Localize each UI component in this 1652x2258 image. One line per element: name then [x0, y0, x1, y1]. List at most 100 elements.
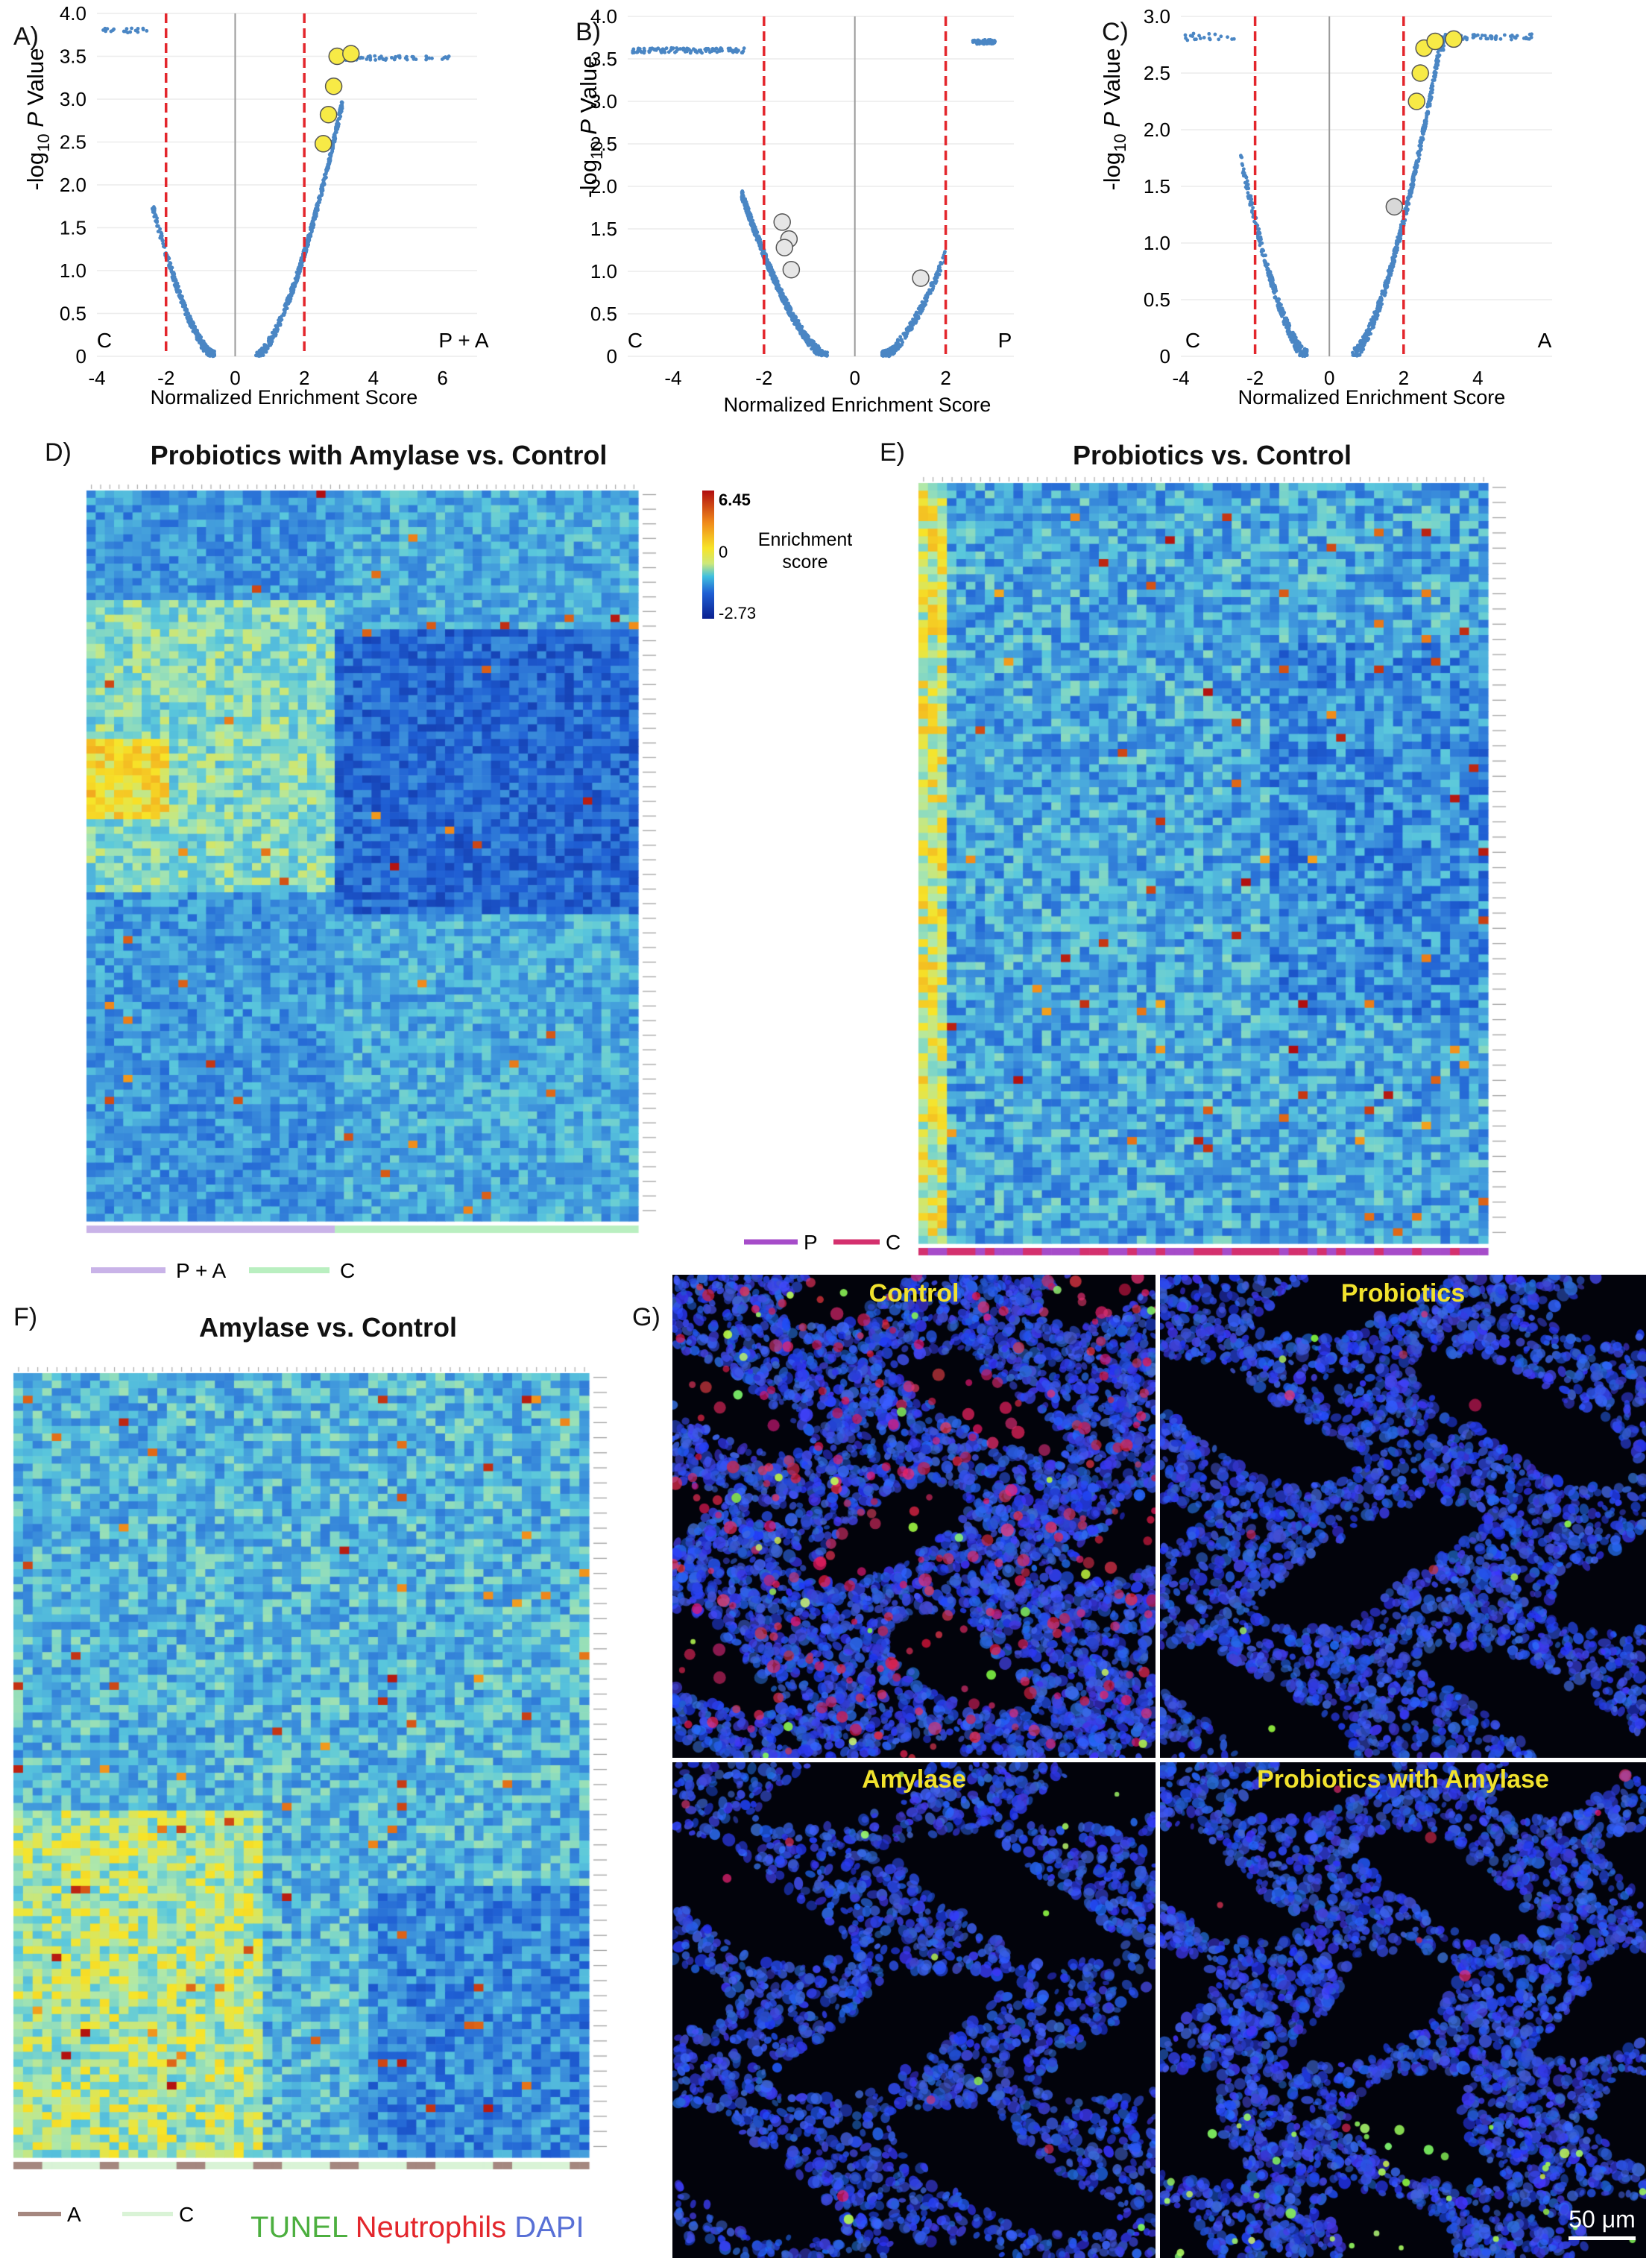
data-point	[784, 306, 789, 310]
data-point	[377, 55, 382, 60]
data-point	[1425, 116, 1428, 119]
y-tick-label: 2.5	[60, 131, 86, 154]
data-point	[1371, 325, 1375, 329]
data-point	[327, 160, 332, 165]
data-point	[686, 47, 690, 51]
data-point	[1240, 162, 1244, 166]
data-point	[338, 105, 343, 110]
data-point	[924, 294, 928, 298]
data-point	[1293, 347, 1298, 352]
data-point	[329, 154, 333, 157]
data-point	[1258, 238, 1262, 242]
data-point	[277, 319, 282, 324]
data-point	[320, 191, 324, 195]
data-point	[1240, 155, 1244, 160]
data-point	[1297, 341, 1302, 345]
data-point	[1429, 83, 1434, 88]
data-point	[1498, 37, 1503, 41]
heatmap-d-title: Probiotics with Amylase vs. Control	[150, 440, 608, 470]
data-point	[787, 309, 792, 314]
y-tick-label: 0	[1160, 345, 1170, 368]
data-point	[671, 46, 675, 51]
data-point	[155, 218, 159, 223]
data-point	[199, 338, 204, 343]
data-point	[1298, 347, 1302, 351]
x-tick-label: 0	[1324, 367, 1334, 389]
data-point	[1387, 270, 1391, 274]
data-point	[141, 28, 145, 32]
stain-neutrophils: Neutrophils	[355, 2211, 507, 2244]
data-point	[817, 351, 822, 356]
data-point	[195, 334, 199, 338]
y-tick-label: 1.5	[60, 217, 86, 239]
data-point	[741, 199, 745, 203]
data-point	[1252, 219, 1256, 224]
data-point	[183, 301, 186, 305]
data-point	[1493, 37, 1498, 42]
data-point	[183, 305, 187, 309]
data-point	[982, 40, 986, 43]
data-point	[1356, 344, 1361, 349]
x-axis-label: Normalized Enrichment Score	[724, 394, 991, 416]
data-point	[337, 112, 341, 116]
data-point	[267, 335, 271, 340]
data-point	[888, 353, 892, 358]
data-point	[403, 56, 408, 60]
highlighted-point	[773, 213, 791, 231]
data-point	[1474, 34, 1478, 38]
y-tick-label: 1.0	[60, 259, 86, 282]
data-point	[903, 333, 907, 338]
data-point	[206, 350, 210, 353]
panel-label-d: D)	[45, 438, 72, 467]
data-point	[1398, 233, 1402, 238]
data-point	[1502, 33, 1507, 37]
data-point	[1360, 349, 1363, 353]
y-tick-label: 0.5	[590, 303, 617, 325]
data-point	[171, 271, 176, 276]
panel-label-b: B)	[576, 18, 601, 46]
data-point	[261, 349, 265, 353]
data-point	[898, 338, 903, 342]
data-point	[155, 224, 160, 228]
volcano-plots: 0 0.5 1.0 1.5 2.0 2.5 3.0 3.5 4.0 -4 -2 0 2 4 6 -log10…	[22, 2, 1552, 416]
data-point	[897, 343, 901, 347]
data-point	[939, 261, 943, 265]
data-point	[383, 58, 388, 62]
data-point	[798, 332, 803, 335]
data-point	[1414, 159, 1419, 163]
panel-label-a: A)	[13, 22, 39, 51]
data-point	[887, 349, 892, 353]
data-point	[130, 26, 133, 31]
data-point	[929, 283, 933, 288]
data-point	[274, 333, 277, 337]
highlighted-point	[314, 135, 332, 153]
data-point	[1270, 277, 1273, 282]
data-point	[368, 57, 373, 62]
data-point	[276, 327, 280, 332]
group-label-c: C	[886, 1231, 901, 1254]
heatmap-d-group-legend: P + A C	[91, 1259, 355, 1282]
data-point	[1433, 69, 1437, 74]
x-tick-label: -2	[755, 367, 772, 389]
data-point	[1412, 178, 1416, 182]
group-label-c: C	[179, 2203, 194, 2226]
data-point	[903, 335, 907, 340]
data-point	[647, 50, 652, 54]
data-point	[306, 239, 311, 244]
data-point	[1392, 254, 1396, 259]
data-point	[305, 242, 309, 247]
micrograph-label-amylase: Amylase	[862, 1765, 966, 1794]
data-point	[1435, 62, 1440, 66]
y-tick-label: 1.5	[1144, 175, 1170, 198]
data-point	[823, 350, 827, 354]
data-point	[1241, 174, 1246, 178]
data-point	[1217, 37, 1221, 42]
data-point	[1273, 287, 1278, 291]
data-point	[1230, 37, 1234, 41]
data-point	[186, 320, 191, 324]
scale-bar-line	[1569, 2236, 1636, 2240]
y-tick-label: 3.0	[1144, 5, 1170, 28]
data-point	[1486, 37, 1490, 41]
data-point	[643, 48, 647, 53]
data-point	[285, 306, 289, 311]
